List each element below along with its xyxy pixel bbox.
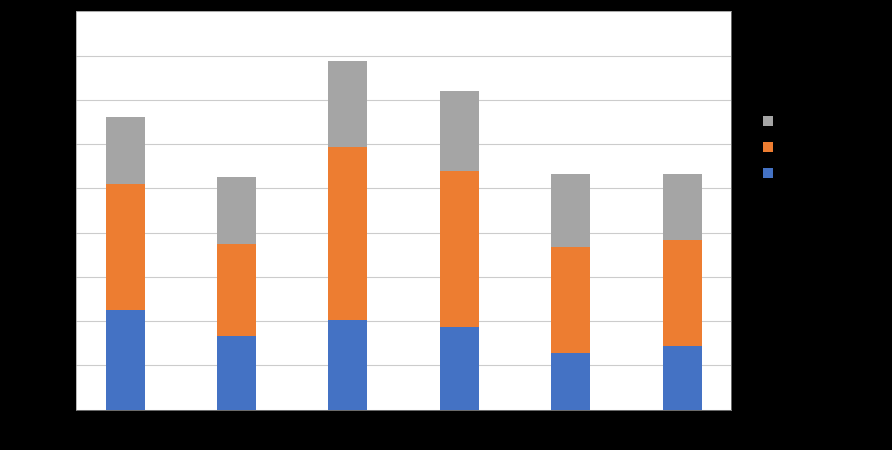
Bar [328,320,368,410]
Legend: , , : , , [764,117,777,179]
Bar [440,91,479,171]
Bar [663,346,702,410]
Bar [440,327,479,410]
Bar [551,353,591,410]
Bar [105,310,145,410]
Bar [663,240,702,346]
Bar [105,184,145,310]
Bar [217,177,256,243]
Bar [551,247,591,353]
Bar [551,174,591,247]
Bar [105,117,145,184]
Bar [440,171,479,327]
Bar [663,174,702,240]
Bar [217,243,256,337]
Bar [328,61,368,147]
Bar [217,337,256,410]
Bar [328,147,368,320]
